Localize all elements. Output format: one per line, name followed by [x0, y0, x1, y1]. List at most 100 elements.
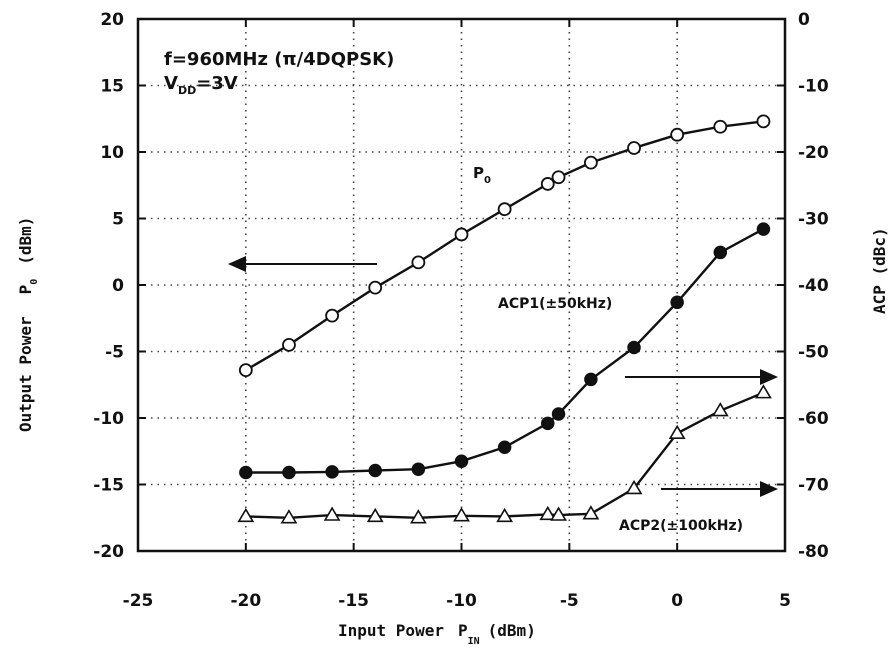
p0-data-point: [756, 114, 771, 129]
y-left-tick-label: -15: [93, 476, 124, 496]
p0-data-point: [670, 127, 685, 142]
acp1-data-point: [713, 245, 728, 260]
acp2-series-label: ACP2(±100kHz): [619, 518, 743, 534]
y-left-tick-labels: -20 -15 -10 -5 0 5 10 15 20: [93, 10, 124, 562]
y-left-tick-label: -5: [105, 343, 124, 363]
p0-data-point: [411, 255, 426, 270]
p0-symbol: P: [473, 164, 484, 182]
acp1-data-point: [454, 454, 469, 468]
acp2-data-point: [409, 509, 427, 524]
vdd-symbol: V: [164, 73, 178, 94]
y-right-tick-label: 0: [798, 10, 810, 30]
plot-frame: [136, 17, 787, 553]
x-axis-title-main: Input Power: [338, 621, 444, 640]
acp1-series-label: ACP1(±50kHz): [498, 296, 612, 312]
acp1-data-point: [756, 222, 771, 236]
acp2-data-point: [582, 505, 600, 520]
p0-data-point: [368, 280, 383, 295]
acp1-data-point: [325, 465, 339, 479]
series-markers: [237, 114, 772, 524]
acp2-data-point: [711, 402, 729, 417]
p0-data-point: [540, 177, 555, 191]
right-axis-arrow-acp2: [661, 481, 778, 497]
y-right-axis-title: ACP (dBc): [870, 227, 889, 314]
y-left-axis-title-subscript: 0: [29, 279, 40, 285]
y-right-tick-label: -20: [798, 143, 829, 163]
acp2-data-point: [237, 507, 255, 523]
y-left-axis-title: Output Power P0 (dBm): [16, 217, 40, 432]
y-right-tick-label: -80: [798, 542, 829, 562]
acp1-data-point: [584, 372, 598, 387]
y-left-axis-title-main: Output Power: [16, 316, 35, 432]
series-line-0: [245, 120, 764, 372]
condition-text: f=960MHz (π/4DQPSK): [164, 49, 394, 70]
p0-data-point: [325, 308, 340, 323]
y-left-tick-label: 0: [112, 276, 124, 296]
right-axis-arrow-acp1: [625, 369, 778, 385]
p0-data-point: [584, 155, 598, 170]
p0-series-label: P0: [473, 164, 491, 186]
acp1-data-point: [627, 340, 641, 355]
y-right-tick-label: -70: [798, 476, 829, 496]
series-line-2: [245, 391, 764, 520]
y-right-tick-labels: -80 -70 -60 -50 -40 -30 -20 -10 0: [798, 10, 829, 562]
series-lines: [245, 120, 764, 520]
acp1-data-point: [368, 463, 382, 478]
x-axis-title: Input Power PIN (dBm): [338, 621, 536, 647]
grid: [138, 19, 785, 551]
x-tick-label: -5: [560, 591, 579, 611]
p0-data-point: [713, 119, 728, 134]
y-left-tick-label: 5: [112, 210, 124, 230]
acp2-data-point: [496, 507, 514, 523]
y-left-tick-label: 10: [100, 143, 124, 163]
vdd-label: VDD=3V: [164, 73, 238, 97]
x-axis-title-subscript: IN: [468, 636, 480, 647]
left-axis-arrow: [228, 256, 377, 272]
acp2-data-point: [323, 506, 341, 521]
p0-data-point: [551, 170, 566, 185]
x-tick-label: 0: [671, 591, 683, 611]
acp1-data-point: [411, 462, 426, 476]
series-line-1: [245, 228, 764, 474]
acp1-data-point: [282, 465, 296, 480]
p0-data-point: [238, 363, 253, 378]
x-tick-labels: -25 -20 -15 -10 -5 0 5: [123, 591, 791, 611]
acp1-data-point: [239, 465, 253, 480]
vdd-subscript: DD: [178, 84, 196, 97]
acp2-data-point: [550, 506, 567, 521]
y-left-axis-title-unit: (dBm): [16, 217, 35, 265]
acp1-data-point: [497, 440, 512, 455]
p0-data-point: [497, 202, 512, 217]
y-left-tick-label: -10: [93, 409, 124, 429]
x-tick-label: -25: [123, 591, 154, 611]
y-left-axis-title-symbol: P: [16, 285, 35, 295]
y-right-tick-label: -60: [798, 409, 829, 429]
x-axis-title-unit: (dBm): [488, 621, 536, 640]
acp2-data-point: [366, 507, 384, 523]
x-tick-label: -10: [446, 591, 477, 611]
y-left-tick-label: -20: [93, 542, 124, 562]
x-tick-label: -15: [338, 591, 369, 611]
y-right-tick-label: -30: [798, 210, 829, 230]
y-right-tick-label: -40: [798, 276, 829, 296]
y-right-tick-label: -50: [798, 343, 829, 363]
y-right-tick-label: -10: [798, 77, 829, 97]
x-tick-label: 5: [779, 591, 791, 611]
axis-ticks: [137, 18, 786, 552]
x-axis-title-symbol: P: [458, 621, 468, 640]
acp1-data-point: [551, 407, 566, 421]
acp2-data-point: [755, 384, 772, 399]
acp2-data-point: [668, 424, 686, 439]
acp1-data-point: [670, 295, 684, 310]
p0-subscript: 0: [484, 175, 491, 186]
vdd-value: =3V: [196, 73, 238, 94]
y-left-tick-label: 20: [100, 10, 124, 30]
acp2-data-point: [453, 507, 470, 522]
acp2-data-point: [280, 509, 298, 524]
acp2-data-point: [539, 505, 557, 521]
p0-data-point: [454, 227, 469, 242]
acp1-data-point: [541, 416, 555, 431]
p0-data-point: [282, 337, 296, 352]
acp2-data-point: [625, 479, 643, 495]
p0-data-point: [627, 141, 641, 155]
